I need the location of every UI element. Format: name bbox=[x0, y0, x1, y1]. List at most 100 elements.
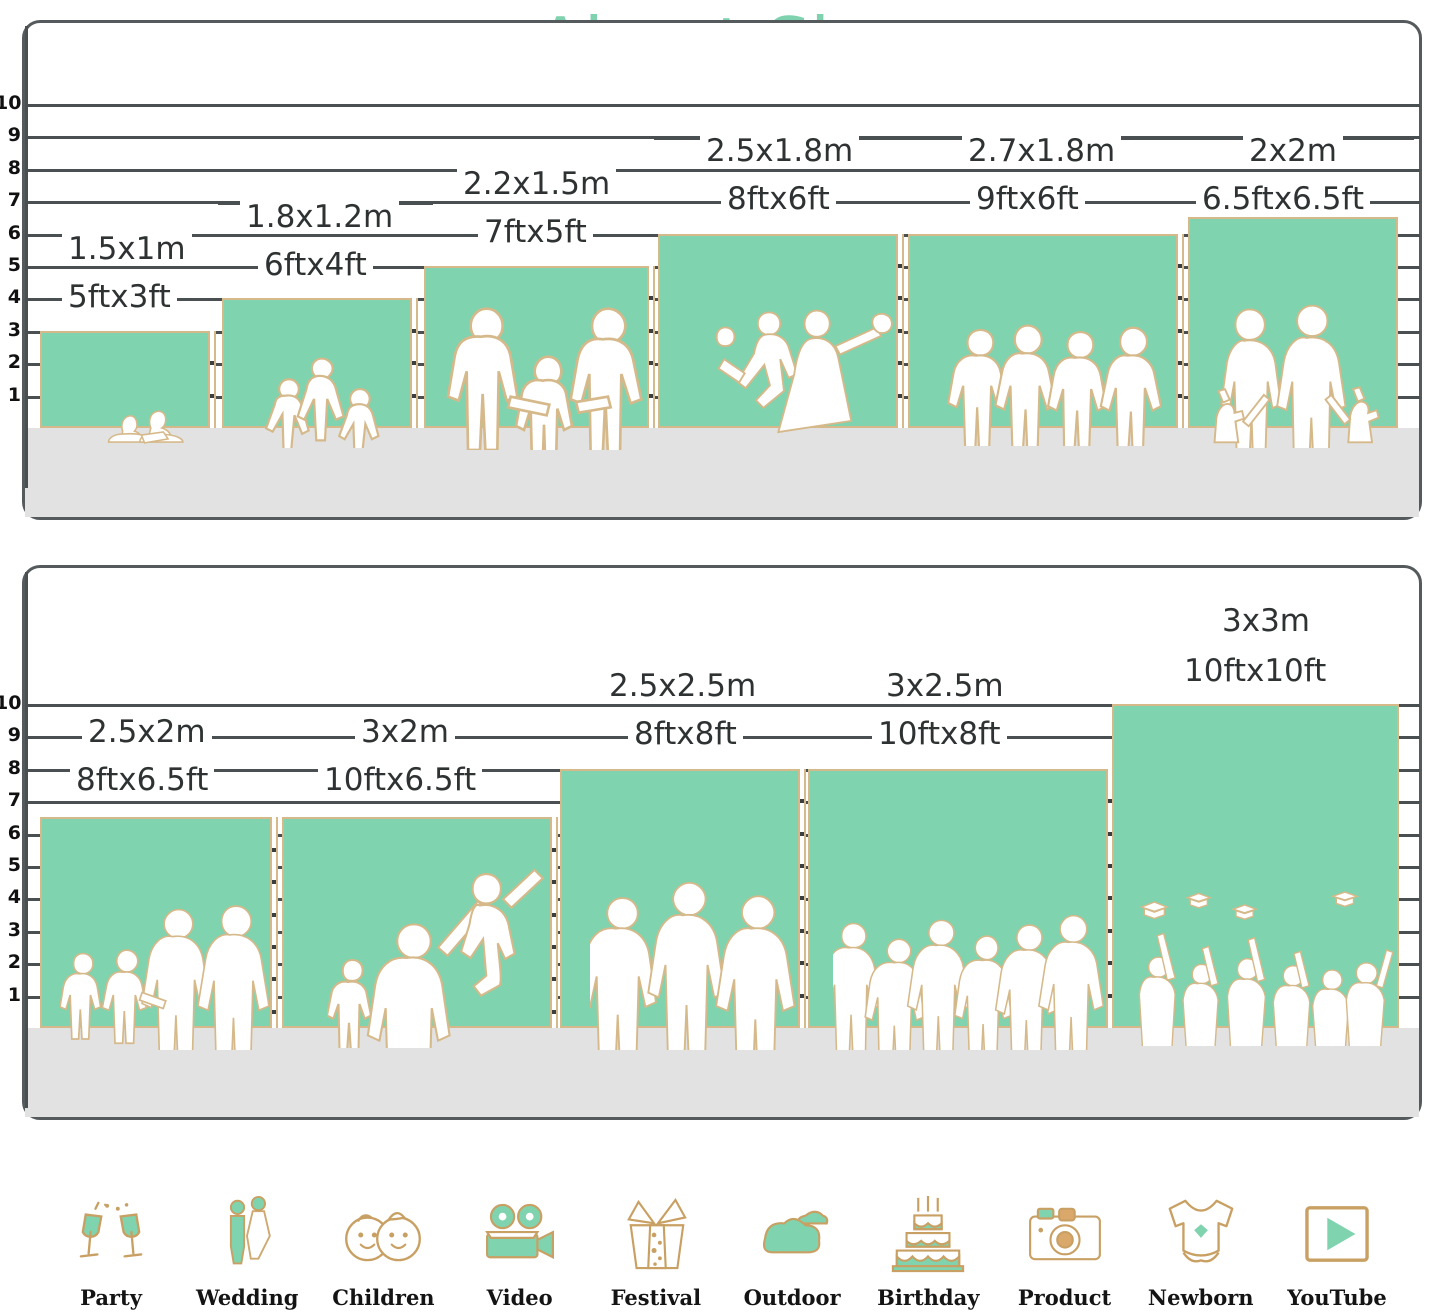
caption-leader-line bbox=[556, 705, 806, 707]
ruler-axis bbox=[25, 26, 28, 488]
board-size-imperial: 10ftx8ft bbox=[872, 718, 1007, 751]
floor-band bbox=[25, 1028, 1419, 1117]
ruler-tick-label: 2 bbox=[7, 951, 21, 974]
backdrop-board bbox=[1188, 217, 1398, 428]
ruler-tick-label: 4 bbox=[7, 286, 21, 309]
camera-icon bbox=[1015, 1189, 1115, 1279]
ruler-tick-label: 2 bbox=[7, 351, 21, 374]
use-case-product[interactable]: Product bbox=[1012, 1189, 1118, 1310]
board-size-imperial: 6.5ftx6.5ft bbox=[1196, 183, 1370, 216]
backdrop-board bbox=[222, 298, 412, 428]
use-case-party[interactable]: Party bbox=[58, 1189, 164, 1310]
ruler-tick-label: 6 bbox=[7, 221, 21, 244]
ruler-tick-label: 5 bbox=[7, 854, 21, 876]
board-size-metric: 3x2m bbox=[355, 716, 455, 749]
use-case-label: Newborn bbox=[1147, 1285, 1254, 1310]
board-size-metric: 1.5x1m bbox=[62, 233, 192, 266]
board-size-imperial: 10ftx10ft bbox=[1178, 655, 1333, 688]
use-case-wedding[interactable]: Wedding bbox=[194, 1189, 300, 1310]
ruler-tick-label: 3 bbox=[7, 318, 21, 341]
gridline bbox=[25, 104, 1420, 107]
backdrop-board bbox=[40, 817, 272, 1028]
two-kid-faces-icon bbox=[333, 1189, 433, 1279]
use-case-label: Outdoor bbox=[743, 1285, 841, 1310]
gift-box-icon bbox=[606, 1189, 706, 1279]
use-case-icon-strip: Party Wedding Children Video bbox=[24, 1160, 1424, 1310]
ruler-tick-label: 3 bbox=[7, 918, 21, 941]
board-size-metric: 2.5x1.8m bbox=[700, 135, 860, 168]
backdrop-board bbox=[808, 768, 1108, 1028]
use-case-label: Children bbox=[332, 1285, 435, 1310]
ruler-tick-label: 10 bbox=[0, 92, 22, 114]
use-case-birthday[interactable]: Birthday bbox=[875, 1189, 981, 1310]
ruler-tick-label: 5 bbox=[7, 254, 21, 276]
ruler-tick-label: 7 bbox=[7, 789, 21, 812]
ruler-tick-label: 9 bbox=[7, 724, 21, 747]
ruler-tick-label: 6 bbox=[7, 821, 21, 844]
backdrop-board bbox=[560, 768, 800, 1028]
board-size-metric: 2x2m bbox=[1243, 135, 1343, 168]
backdrop-board bbox=[908, 233, 1178, 428]
use-case-festival[interactable]: Festival bbox=[603, 1189, 709, 1310]
movie-camera-icon bbox=[470, 1189, 570, 1279]
use-case-youtube[interactable]: YouTube bbox=[1284, 1189, 1390, 1310]
backdrop-board bbox=[658, 233, 898, 428]
board-separator-post bbox=[410, 298, 418, 428]
bride-groom-icon bbox=[197, 1189, 297, 1279]
ruler-tick-label: 4 bbox=[7, 886, 21, 909]
ruler-axis bbox=[25, 572, 28, 1108]
ruler-tick-label: 10 bbox=[0, 692, 22, 714]
gridline bbox=[25, 168, 1420, 172]
board-separator-post bbox=[208, 330, 216, 428]
champagne-glasses-icon bbox=[61, 1189, 161, 1279]
backdrop-board bbox=[282, 817, 552, 1028]
play-button-icon bbox=[1287, 1189, 1387, 1279]
backdrop-board bbox=[424, 266, 649, 428]
board-separator-post bbox=[550, 817, 558, 1028]
use-case-label: YouTube bbox=[1287, 1285, 1387, 1310]
use-case-label: Party bbox=[80, 1285, 142, 1310]
use-case-video[interactable]: Video bbox=[467, 1189, 573, 1310]
board-size-imperial: 8ftx8ft bbox=[628, 718, 743, 751]
ruler-tick-label: 1 bbox=[7, 383, 21, 406]
floor-band bbox=[25, 428, 1419, 517]
board-separator-post bbox=[798, 768, 806, 1028]
board-size-metric: 3x2.5m bbox=[880, 670, 1010, 703]
board-size-metric: 2.5x2.5m bbox=[603, 670, 763, 703]
ruler-tick-label: 8 bbox=[7, 156, 21, 179]
board-size-metric: 2.5x2m bbox=[82, 716, 212, 749]
board-size-metric: 1.8x1.2m bbox=[240, 201, 400, 234]
use-case-label: Product bbox=[1017, 1285, 1112, 1310]
use-case-children[interactable]: Children bbox=[330, 1189, 436, 1310]
use-case-label: Festival bbox=[610, 1285, 702, 1310]
board-size-metric: 2.7x1.8m bbox=[962, 135, 1122, 168]
cloud-icon bbox=[742, 1189, 842, 1279]
use-case-label: Birthday bbox=[877, 1285, 980, 1310]
board-size-metric: 2.2x1.5m bbox=[457, 168, 617, 201]
board-separator-post bbox=[647, 266, 655, 428]
board-size-imperial: 9ftx6ft bbox=[970, 183, 1085, 216]
backdrop-board bbox=[40, 330, 210, 428]
use-case-label: Video bbox=[486, 1285, 553, 1310]
baby-onesie-icon bbox=[1151, 1189, 1251, 1279]
board-size-metric: 3x3m bbox=[1216, 605, 1316, 638]
use-case-outdoor[interactable]: Outdoor bbox=[739, 1189, 845, 1310]
board-size-imperial: 8ftx6.5ft bbox=[70, 764, 215, 797]
ruler-tick-label: 1 bbox=[7, 983, 21, 1006]
board-separator-post bbox=[270, 817, 278, 1028]
board-size-imperial: 5ftx3ft bbox=[62, 281, 177, 314]
ruler-tick-label: 7 bbox=[7, 189, 21, 212]
board-size-imperial: 6ftx4ft bbox=[258, 249, 373, 282]
use-case-label: Wedding bbox=[195, 1285, 299, 1310]
backdrop-board bbox=[1112, 704, 1399, 1028]
tiered-cake-icon bbox=[878, 1189, 978, 1279]
board-size-imperial: 7ftx5ft bbox=[478, 216, 593, 249]
use-case-newborn[interactable]: Newborn bbox=[1148, 1189, 1254, 1310]
caption-leader-line bbox=[804, 705, 1112, 707]
board-size-imperial: 10ftx6.5ft bbox=[318, 764, 483, 797]
ruler-tick-label: 9 bbox=[7, 124, 21, 147]
board-separator-post bbox=[896, 233, 904, 428]
board-size-imperial: 8ftx6ft bbox=[721, 183, 836, 216]
board-separator-post bbox=[1176, 233, 1184, 428]
ruler-tick-label: 8 bbox=[7, 756, 21, 779]
